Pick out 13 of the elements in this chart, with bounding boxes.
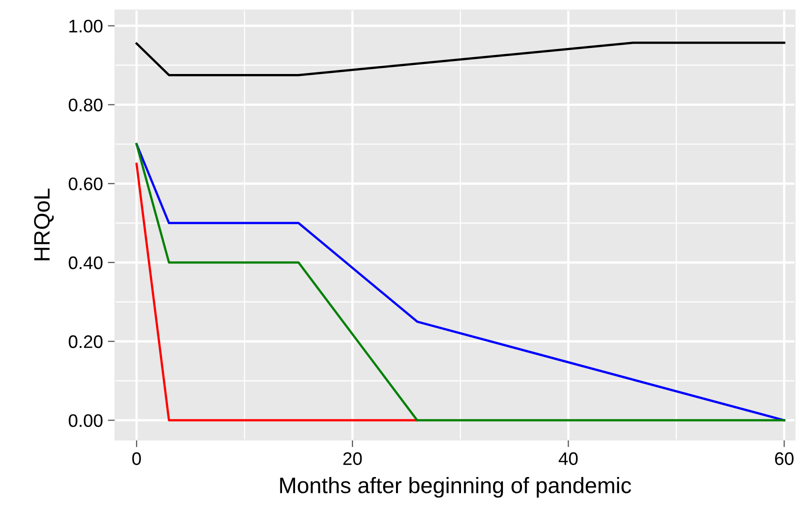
- x-axis-title: Months after beginning of pandemic: [280, 476, 632, 498]
- line-series: [135, 143, 786, 422]
- y-tick-label: 0.60: [68, 178, 102, 190]
- x-tick-label: 20: [343, 452, 362, 466]
- y-tick-label: 0.00: [68, 414, 102, 427]
- x-tick-label: 0: [132, 452, 141, 466]
- y-tick-label: 0.40: [68, 256, 102, 270]
- y-tick-label: 1.00: [69, 20, 102, 32]
- y-tick-label: 0.80: [68, 98, 102, 112]
- x-tick-label: 40: [558, 452, 578, 466]
- y-tick-label: 0.20: [68, 335, 102, 348]
- x-tick-label: 60: [775, 452, 794, 466]
- y-axis-title: HRQoL: [34, 188, 54, 260]
